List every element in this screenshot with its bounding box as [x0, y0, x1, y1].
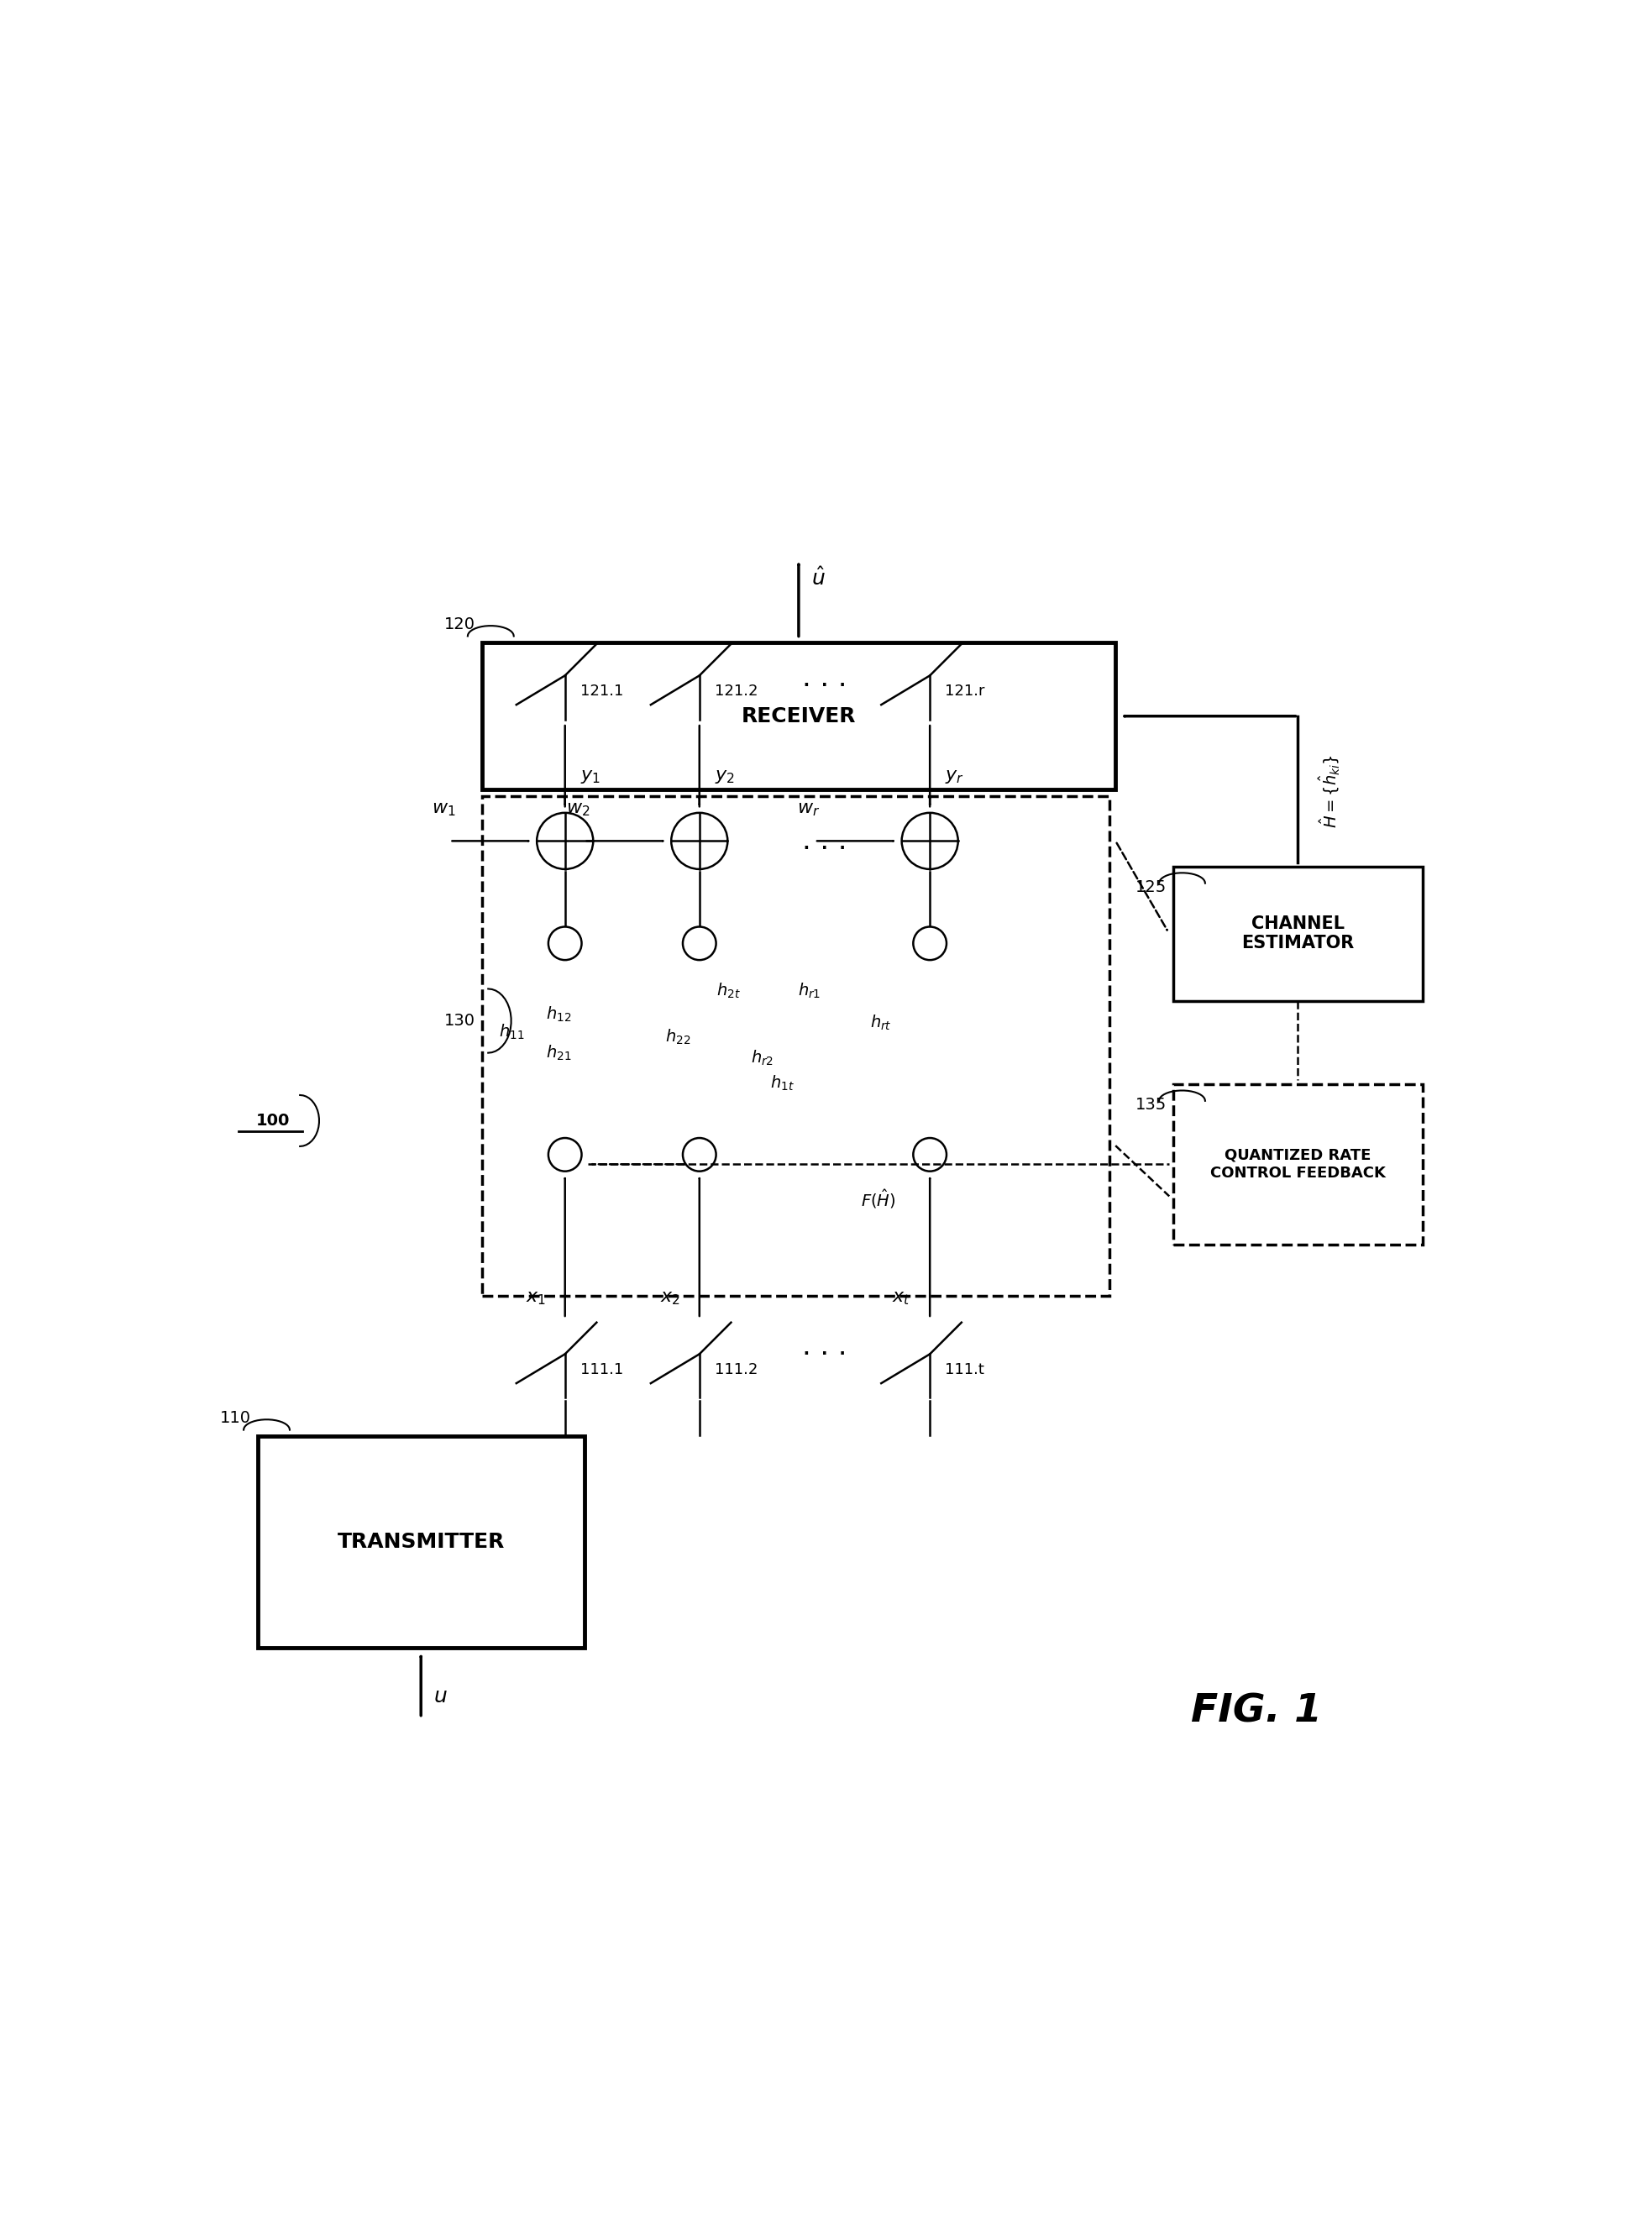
Text: $h_{2t}$: $h_{2t}$	[715, 980, 740, 1000]
Text: CHANNEL
ESTIMATOR: CHANNEL ESTIMATOR	[1242, 916, 1355, 951]
Text: $h_{r2}$: $h_{r2}$	[750, 1049, 773, 1067]
Text: $w_r$: $w_r$	[796, 800, 819, 818]
Text: 130: 130	[444, 1014, 476, 1029]
Bar	[482, 642, 1115, 789]
Text: $h_{1t}$: $h_{1t}$	[770, 1074, 795, 1094]
Text: $h_{rt}$: $h_{rt}$	[869, 1014, 892, 1031]
Text: FIG. 1: FIG. 1	[1191, 1692, 1322, 1729]
Text: $h_{11}$: $h_{11}$	[499, 1023, 524, 1043]
Text: $x_2$: $x_2$	[661, 1289, 681, 1307]
Text: $y_2$: $y_2$	[715, 769, 735, 785]
Text: $x_t$: $x_t$	[892, 1289, 910, 1307]
Text: . . .: . . .	[803, 1334, 847, 1360]
Text: $\hat{u}$: $\hat{u}$	[811, 567, 826, 589]
Text: 110: 110	[220, 1409, 251, 1425]
Text: 100: 100	[256, 1114, 289, 1129]
Text: 120: 120	[444, 616, 476, 631]
Bar	[1173, 1085, 1422, 1245]
Text: $y_r$: $y_r$	[945, 769, 965, 785]
Text: 111.1: 111.1	[580, 1363, 623, 1378]
Text: $y_1$: $y_1$	[580, 769, 601, 785]
Text: $x_1$: $x_1$	[525, 1289, 545, 1307]
Text: $h_{12}$: $h_{12}$	[545, 1005, 572, 1023]
Text: . . .: . . .	[803, 827, 847, 856]
Text: $\hat{H}=\{\hat{h}_{ki}\}$: $\hat{H}=\{\hat{h}_{ki}\}$	[1317, 754, 1341, 829]
Text: 135: 135	[1135, 1096, 1166, 1114]
Text: QUANTIZED RATE
CONTROL FEEDBACK: QUANTIZED RATE CONTROL FEEDBACK	[1211, 1147, 1386, 1180]
Text: $h_{21}$: $h_{21}$	[545, 1043, 572, 1063]
Bar	[258, 1436, 585, 1647]
Text: TRANSMITTER: TRANSMITTER	[337, 1532, 504, 1552]
Text: 121.2: 121.2	[715, 685, 758, 698]
Bar	[482, 796, 1108, 1296]
Bar	[1173, 867, 1422, 1000]
Text: 125: 125	[1135, 880, 1166, 896]
Text: RECEIVER: RECEIVER	[742, 707, 856, 727]
Text: $w_2$: $w_2$	[567, 800, 590, 818]
Text: $F(\hat{H})$: $F(\hat{H})$	[861, 1187, 895, 1209]
Text: $u$: $u$	[434, 1685, 448, 1707]
Text: 111.2: 111.2	[715, 1363, 758, 1378]
Text: $h_{22}$: $h_{22}$	[664, 1027, 691, 1047]
Text: 121.r: 121.r	[945, 685, 985, 698]
Text: 111.t: 111.t	[945, 1363, 985, 1378]
Text: . . .: . . .	[803, 665, 847, 691]
Text: $h_{r1}$: $h_{r1}$	[798, 980, 821, 1000]
Text: 121.1: 121.1	[580, 685, 623, 698]
Text: $w_1$: $w_1$	[431, 800, 456, 818]
